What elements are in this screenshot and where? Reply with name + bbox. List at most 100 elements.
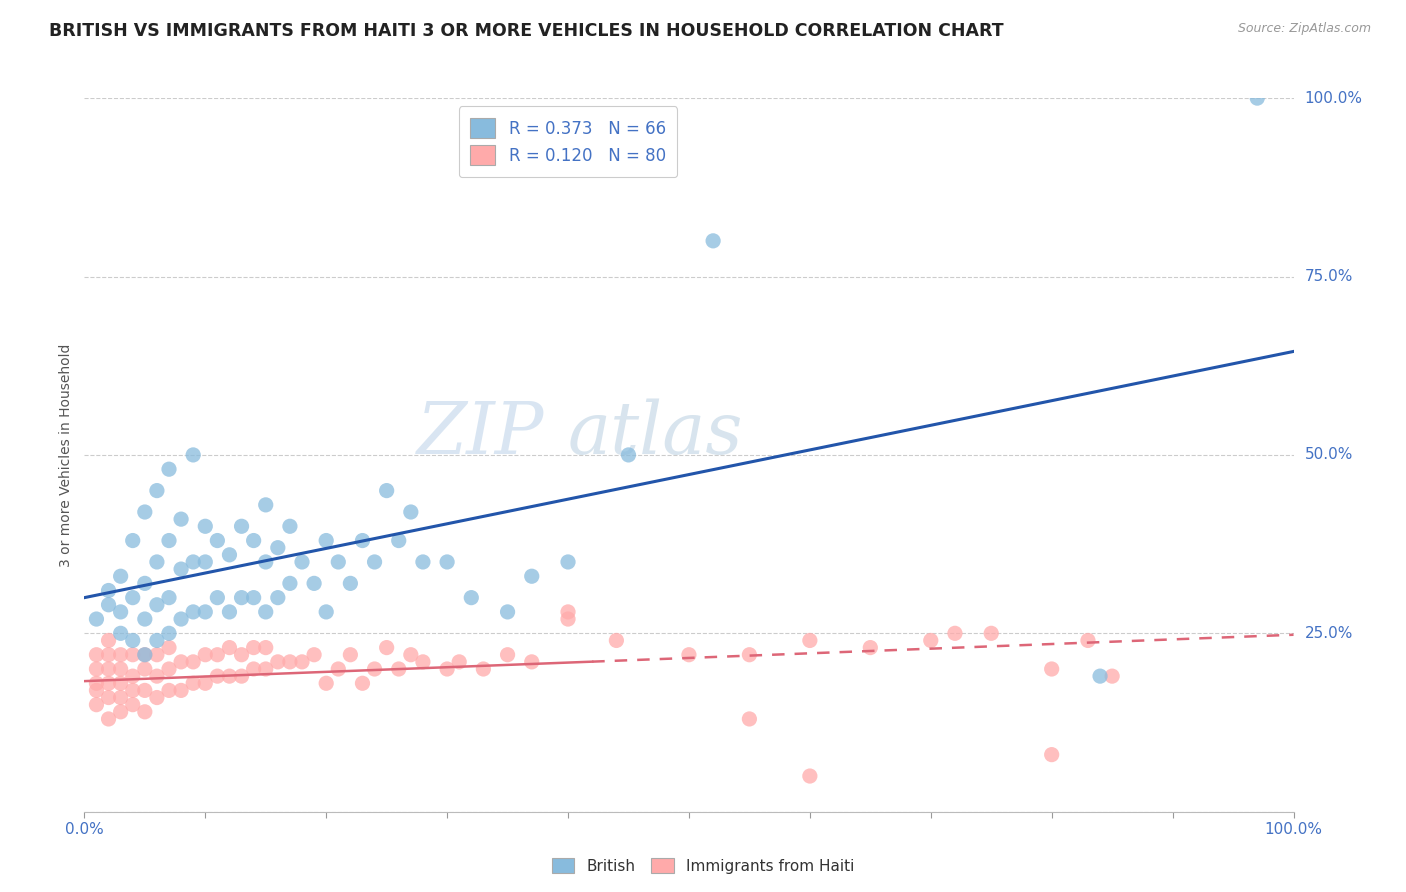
Point <box>134 648 156 662</box>
Point <box>254 555 277 569</box>
Point <box>557 612 579 626</box>
Point <box>181 448 204 462</box>
Point <box>218 605 240 619</box>
Point <box>1040 747 1063 762</box>
Point <box>254 498 277 512</box>
Point <box>363 555 385 569</box>
Point <box>799 769 821 783</box>
Point <box>157 462 180 476</box>
Text: 75.0%: 75.0% <box>1305 269 1353 284</box>
Point <box>1246 91 1268 105</box>
Point <box>194 555 217 569</box>
Point <box>449 655 471 669</box>
Point <box>617 448 640 462</box>
Point <box>412 555 434 569</box>
Point <box>315 605 337 619</box>
Text: ZIP: ZIP <box>416 398 544 469</box>
Point <box>1040 662 1063 676</box>
Legend: British, Immigrants from Haiti: British, Immigrants from Haiti <box>546 852 860 880</box>
Point <box>436 555 458 569</box>
Point <box>315 533 337 548</box>
Point <box>399 505 422 519</box>
Point <box>146 690 169 705</box>
Point <box>97 583 120 598</box>
Point <box>157 683 180 698</box>
Point <box>278 576 301 591</box>
Point <box>121 683 143 698</box>
Point <box>121 698 143 712</box>
Y-axis label: 3 or more Vehicles in Household: 3 or more Vehicles in Household <box>59 343 73 566</box>
Point <box>231 648 253 662</box>
Point <box>86 698 108 712</box>
Point <box>920 633 942 648</box>
Point <box>328 662 350 676</box>
Point <box>121 633 143 648</box>
Point <box>97 598 120 612</box>
Point <box>207 533 229 548</box>
Point <box>218 640 240 655</box>
Point <box>97 690 120 705</box>
Point <box>181 555 204 569</box>
Point <box>557 605 579 619</box>
Point <box>170 655 193 669</box>
Point <box>146 648 169 662</box>
Point <box>121 591 143 605</box>
Point <box>267 655 290 669</box>
Text: 100.0%: 100.0% <box>1305 91 1362 105</box>
Point <box>181 676 204 690</box>
Point <box>943 626 966 640</box>
Point <box>278 655 301 669</box>
Point <box>254 605 277 619</box>
Point <box>110 662 132 676</box>
Point <box>146 555 169 569</box>
Point <box>194 676 217 690</box>
Point <box>1077 633 1099 648</box>
Point <box>352 676 374 690</box>
Point <box>267 541 290 555</box>
Point <box>134 612 156 626</box>
Point <box>388 662 411 676</box>
Point <box>207 669 229 683</box>
Point <box>375 640 398 655</box>
Point <box>157 640 180 655</box>
Point <box>146 633 169 648</box>
Point <box>97 676 120 690</box>
Point <box>231 591 253 605</box>
Point <box>302 648 325 662</box>
Point <box>242 662 264 676</box>
Point <box>557 555 579 569</box>
Point <box>170 612 193 626</box>
Point <box>254 640 277 655</box>
Point <box>207 591 229 605</box>
Point <box>218 669 240 683</box>
Point <box>799 633 821 648</box>
Point <box>170 562 193 576</box>
Point <box>194 648 217 662</box>
Point <box>472 662 495 676</box>
Point <box>375 483 398 498</box>
Point <box>738 648 761 662</box>
Point <box>121 533 143 548</box>
Point <box>86 612 108 626</box>
Point <box>520 655 543 669</box>
Point <box>339 576 361 591</box>
Point <box>134 648 156 662</box>
Point <box>738 712 761 726</box>
Text: BRITISH VS IMMIGRANTS FROM HAITI 3 OR MORE VEHICLES IN HOUSEHOLD CORRELATION CHA: BRITISH VS IMMIGRANTS FROM HAITI 3 OR MO… <box>49 22 1004 40</box>
Point <box>86 683 108 698</box>
Text: 25.0%: 25.0% <box>1305 626 1353 640</box>
Point <box>146 483 169 498</box>
Point <box>134 705 156 719</box>
Point <box>291 555 314 569</box>
Point <box>315 676 337 690</box>
Point <box>399 648 422 662</box>
Point <box>86 662 108 676</box>
Point <box>678 648 700 662</box>
Point <box>146 598 169 612</box>
Point <box>134 662 156 676</box>
Point <box>242 640 264 655</box>
Point <box>121 669 143 683</box>
Point <box>110 648 132 662</box>
Point <box>702 234 724 248</box>
Point <box>242 591 264 605</box>
